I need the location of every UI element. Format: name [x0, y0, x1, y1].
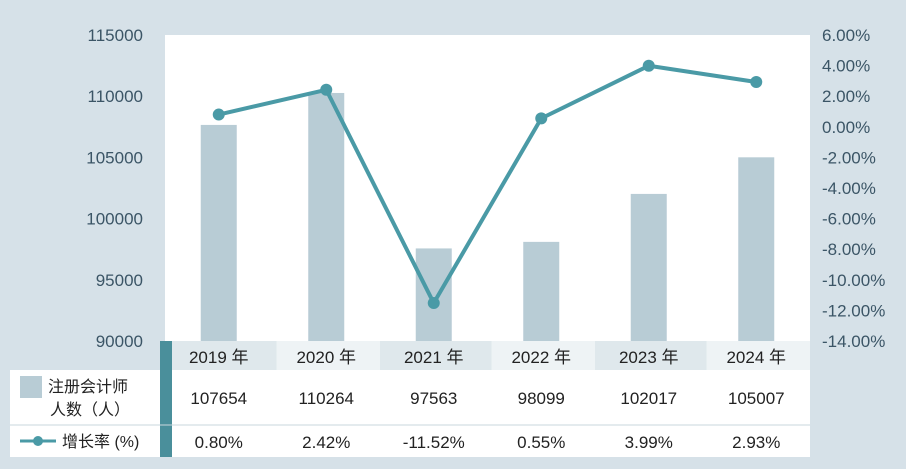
growth-value-label: 2.93%: [732, 433, 780, 452]
right-axis-tick-label: -4.00%: [822, 179, 876, 198]
right-axis-tick-label: -14.00%: [822, 332, 885, 351]
legend-bar-swatch: [20, 376, 42, 398]
line-point: [427, 297, 440, 310]
line-point: [320, 83, 333, 96]
right-axis-tick-label: 4.00%: [822, 57, 870, 76]
right-axis-tick-label: -8.00%: [822, 240, 876, 259]
category-label: 2021 年: [404, 348, 464, 367]
left-axis-tick-label: 100000: [86, 210, 143, 229]
category-label: 2023 年: [619, 348, 679, 367]
growth-value-label: 0.80%: [195, 433, 243, 452]
category-label: 2019 年: [189, 348, 249, 367]
legend-bar-name-line2: 人数（人）: [50, 401, 130, 419]
category-label: 2020 年: [296, 348, 356, 367]
legend-line-marker: [33, 436, 43, 446]
growth-value-label: 3.99%: [625, 433, 673, 452]
right-axis-tick-label: -10.00%: [822, 271, 885, 290]
table-header-row: [160, 341, 810, 370]
line-point: [642, 59, 655, 72]
growth-value-label: 0.55%: [517, 433, 565, 452]
bar-value-label: 98099: [518, 389, 565, 408]
left-axis-tick-label: 110000: [88, 87, 143, 106]
header-cell-shade: [491, 341, 595, 370]
table-divider-bar: [160, 341, 172, 457]
category-label: 2024 年: [726, 348, 786, 367]
bar: [415, 248, 452, 341]
right-axis-tick-label: -2.00%: [822, 148, 876, 167]
plot-area: [165, 35, 810, 341]
legend-bar-name-line1: 注册会计师: [48, 378, 128, 396]
bar-value-label: 105007: [728, 389, 785, 408]
bar: [308, 92, 345, 341]
growth-rate-line: [218, 63, 757, 306]
bar: [630, 193, 667, 341]
legend-line-name: 增长率 (%): [62, 433, 139, 451]
bar-value-label: 107654: [190, 389, 247, 408]
header-cell-shade: [276, 341, 380, 370]
bar-value-label: 97563: [410, 389, 457, 408]
left-axis-tick-label: 95000: [96, 271, 143, 290]
bar-value-label: 102017: [620, 389, 677, 408]
right-axis-tick-label: 0.00%: [822, 118, 870, 137]
line-point: [212, 108, 225, 121]
bar: [523, 241, 560, 341]
category-label: 2022 年: [511, 348, 571, 367]
bar-value-label: 110264: [299, 389, 354, 408]
left-axis-tick-label: 90000: [96, 332, 143, 351]
line-point: [750, 75, 763, 88]
growth-value-label: -11.52%: [403, 433, 465, 452]
left-axis-tick-label: 115000: [88, 26, 143, 45]
bar: [738, 157, 775, 341]
right-axis-tick-label: 2.00%: [822, 87, 870, 106]
right-axis-tick-label: 6.00%: [822, 26, 870, 45]
line-point: [535, 112, 548, 125]
table-body: [172, 370, 810, 457]
bar: [200, 124, 237, 341]
growth-value-label: 2.42%: [302, 433, 350, 452]
right-axis-tick-label: -6.00%: [822, 210, 876, 229]
left-axis-tick-label: 105000: [86, 148, 143, 167]
header-cell-shade: [706, 341, 810, 370]
right-axis-tick-label: -12.00%: [822, 301, 885, 320]
